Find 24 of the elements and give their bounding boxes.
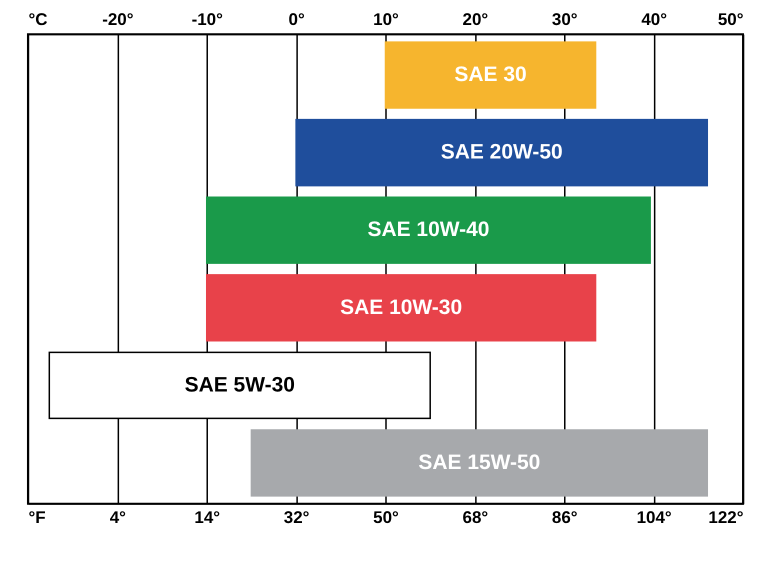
- x2-tick-label: °C: [28, 10, 48, 29]
- y-tick-label: SAE 30: [454, 63, 527, 86]
- x2-tick-label: 0°: [288, 10, 305, 29]
- y-tick-label: SAE 10W-40: [367, 218, 490, 242]
- x2-tick-label: 40°: [641, 10, 668, 29]
- x-tick-label: 122°: [708, 508, 744, 528]
- x-tick-label: 86°: [552, 508, 578, 528]
- x-tick-label: 4°: [110, 508, 126, 528]
- x2-tick-label: 50°: [718, 10, 744, 29]
- x-tick-label: 104°: [636, 508, 672, 528]
- x2-tick-label: 10°: [373, 10, 400, 29]
- y-tick-label: SAE 10W-30: [340, 296, 462, 319]
- x-tick-label: 68°: [462, 508, 488, 528]
- x-tick-label: °F: [28, 508, 46, 528]
- x2-tick-label: 20°: [462, 10, 488, 29]
- y-tick-label: SAE 5W-30: [184, 373, 295, 396]
- x-tick-label: 50°: [373, 508, 400, 528]
- y-tick-label: SAE 15W-50: [418, 450, 540, 474]
- x-tick-label: 32°: [284, 508, 310, 528]
- x2-tick-label: -10°: [192, 10, 224, 29]
- x2-tick-label: 30°: [552, 10, 578, 29]
- x2-tick-label: -20°: [102, 10, 134, 29]
- y-tick-label: SAE 20W-50: [440, 140, 563, 164]
- x-tick-label: 14°: [194, 508, 220, 528]
